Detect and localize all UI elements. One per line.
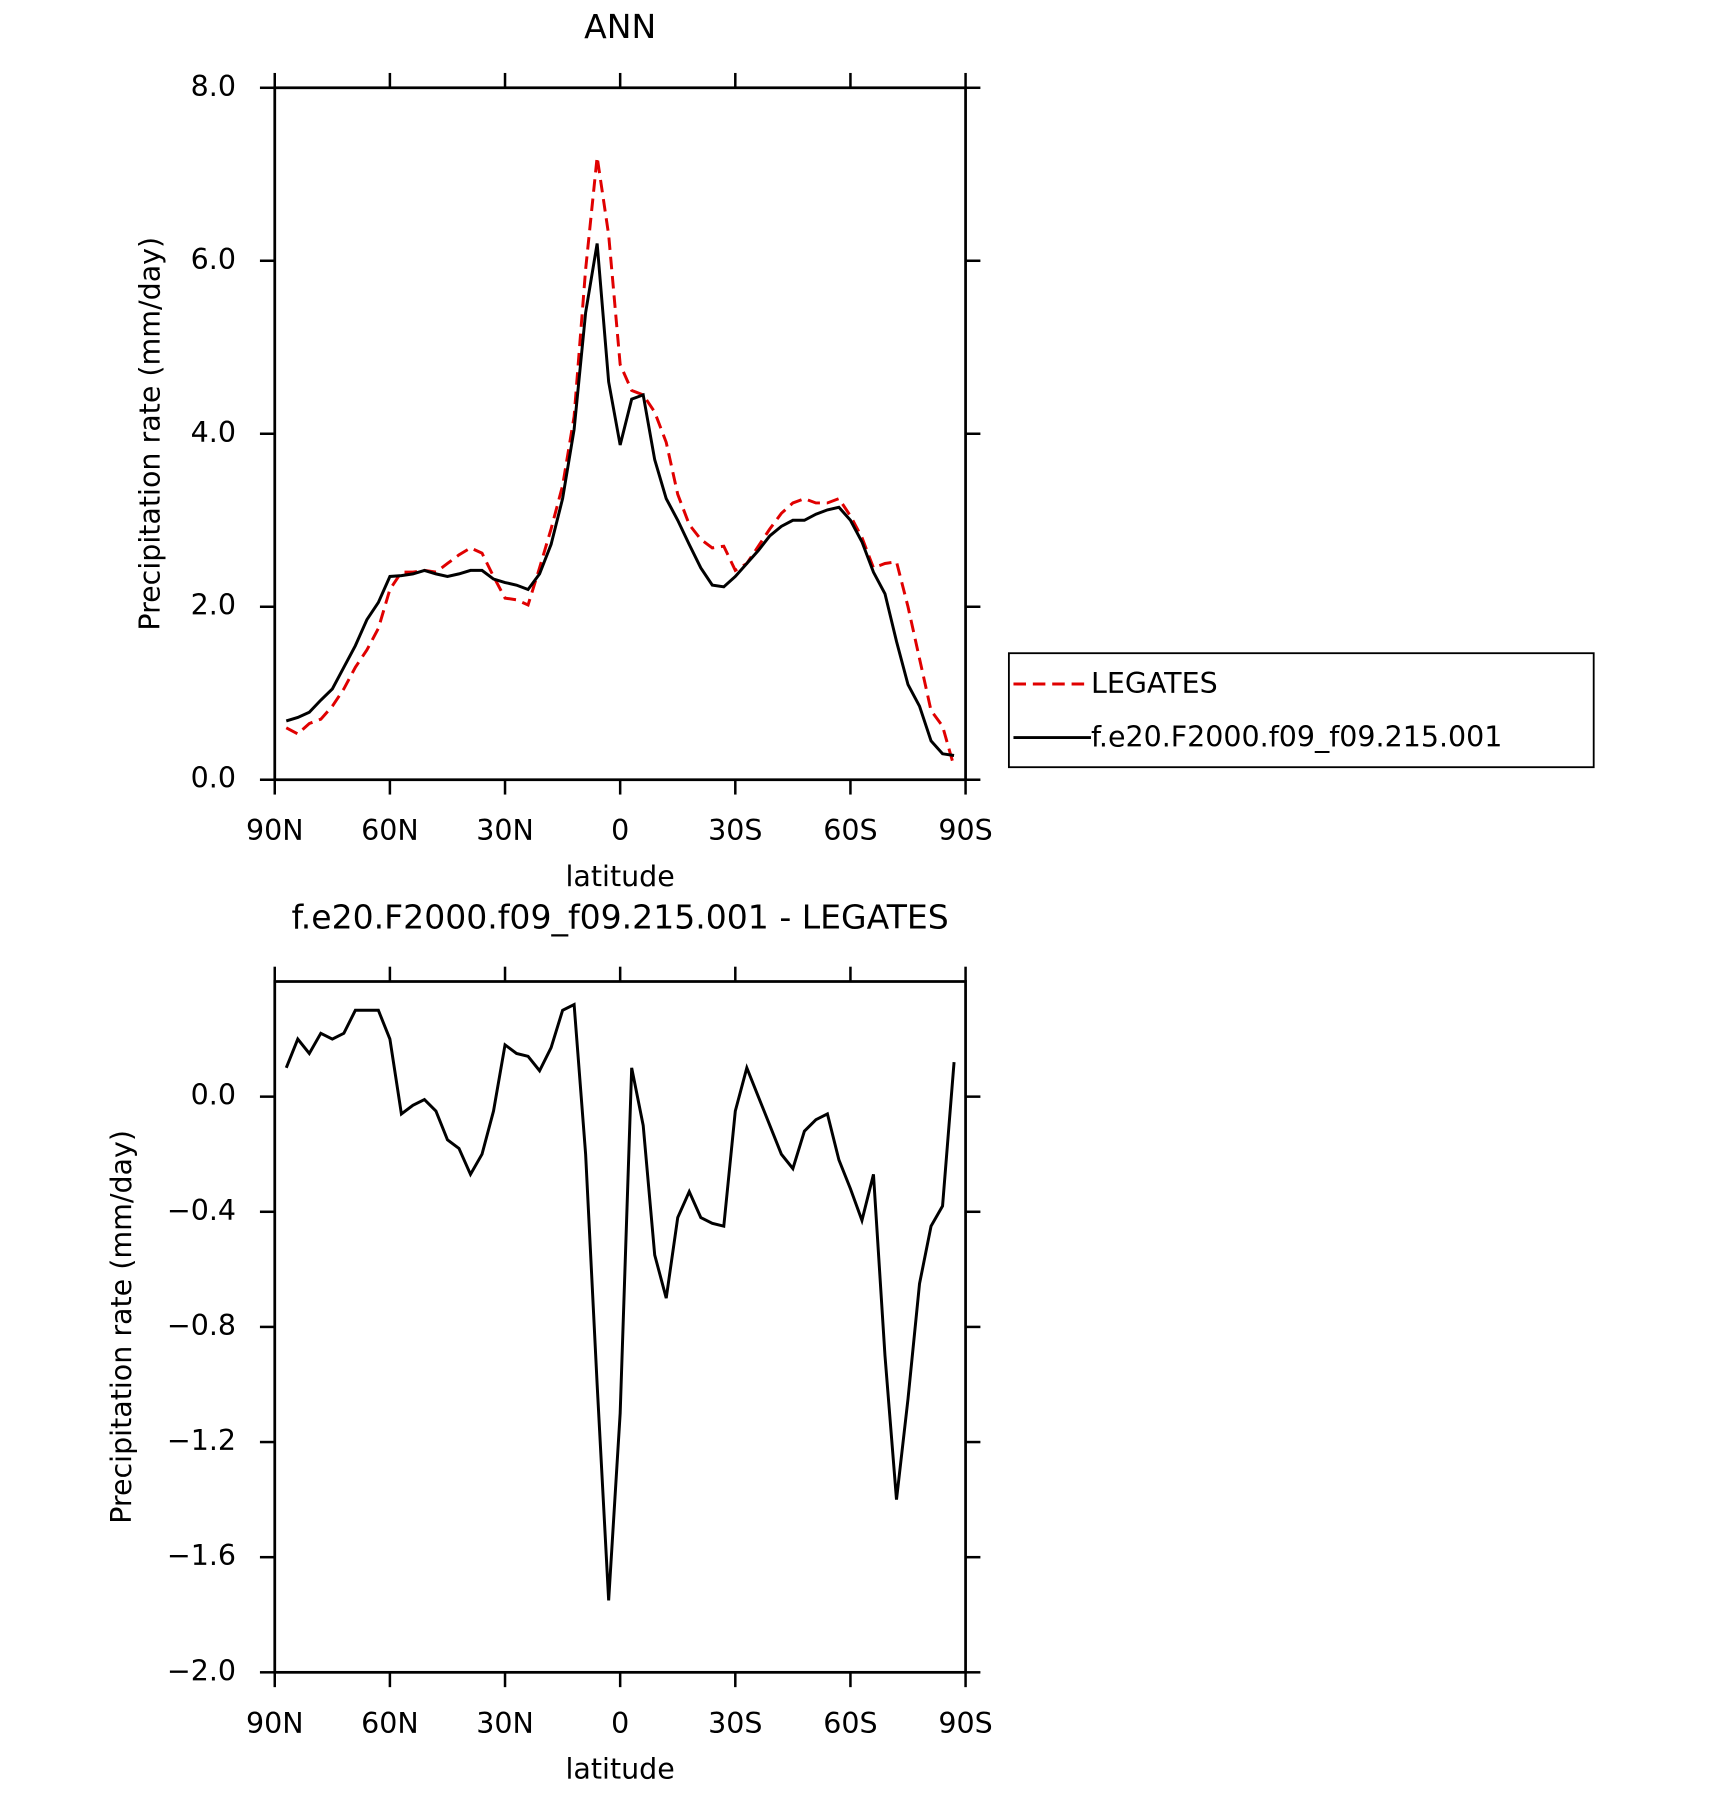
- legend-label: LEGATES: [1091, 667, 1218, 700]
- data-line: [285, 243, 955, 757]
- plot-frame: [273, 86, 967, 782]
- x-tick-label: 30N: [476, 814, 534, 847]
- x-tick-label: 0: [611, 814, 629, 847]
- data-line: [285, 156, 956, 768]
- x-tick-label: 90N: [246, 1707, 304, 1740]
- y-tick-label: 2.0: [191, 589, 236, 622]
- x-tick-label: 30S: [708, 1707, 762, 1740]
- x-tick-label: 90S: [938, 814, 992, 847]
- y-tick-label: 0.0: [191, 762, 236, 795]
- x-tick-label: 60S: [823, 1707, 877, 1740]
- x-axis-label: latitude: [566, 860, 675, 893]
- x-axis-label: latitude: [566, 1752, 675, 1785]
- legend-box: [1007, 652, 1595, 769]
- x-tick-label: 30N: [476, 1707, 534, 1740]
- y-tick-label: −1.2: [167, 1424, 236, 1457]
- x-tick-label: 60S: [823, 814, 877, 847]
- x-tick-label: 60N: [361, 814, 419, 847]
- y-tick-label: −1.6: [167, 1539, 236, 1572]
- y-tick-label: 4.0: [191, 416, 236, 449]
- x-tick-label: 60N: [361, 1707, 419, 1740]
- x-tick-label: 30S: [708, 814, 762, 847]
- x-tick-label: 90S: [938, 1707, 992, 1740]
- chart-title: f.e20.F2000.f09_f09.215.001 - LEGATES: [292, 897, 949, 936]
- data-line: [284, 1002, 956, 1601]
- y-tick-label: −0.8: [167, 1309, 236, 1342]
- plot-frame: [273, 980, 967, 1674]
- x-tick-label: 90N: [246, 814, 304, 847]
- y-tick-label: −0.4: [167, 1194, 236, 1227]
- y-tick-label: 8.0: [191, 70, 236, 103]
- y-tick-label: −2.0: [167, 1654, 236, 1687]
- x-tick-label: 0: [611, 1707, 629, 1740]
- y-tick-label: 0.0: [191, 1079, 236, 1112]
- legend-label: f.e20.F2000.f09_f09.215.001: [1091, 721, 1502, 754]
- y-axis-label: Precipitation rate (mm/day): [134, 237, 167, 631]
- chart-title: ANN: [584, 7, 656, 46]
- y-axis-label: Precipitation rate (mm/day): [105, 1130, 138, 1524]
- y-tick-label: 6.0: [191, 243, 236, 276]
